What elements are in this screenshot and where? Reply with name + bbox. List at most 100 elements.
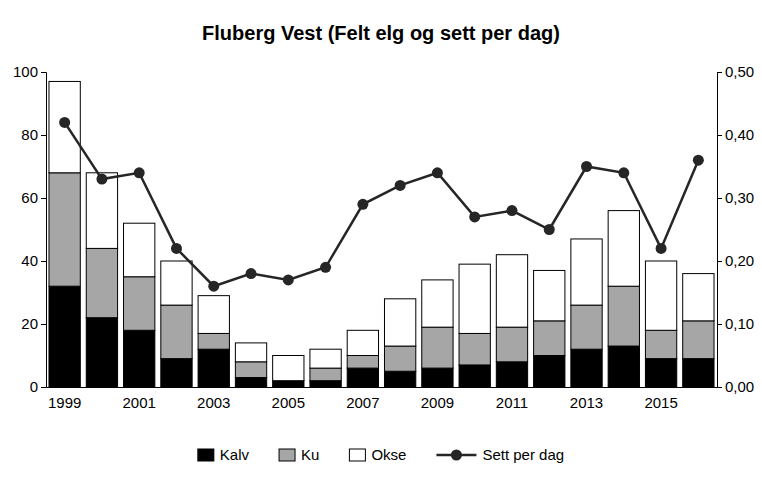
tick: 80 bbox=[21, 126, 46, 143]
tick-label: 2015 bbox=[644, 394, 677, 411]
marker bbox=[171, 243, 182, 254]
bar bbox=[571, 349, 602, 387]
legend-label: Ku bbox=[301, 446, 319, 463]
tick: 2013 bbox=[570, 387, 603, 411]
marker bbox=[618, 167, 629, 178]
legend-item: Sett per dag bbox=[436, 446, 564, 463]
tick-label: 60 bbox=[21, 189, 38, 206]
tick: 2007 bbox=[346, 387, 379, 411]
marker bbox=[656, 243, 667, 254]
tick: 20 bbox=[21, 315, 46, 332]
bar bbox=[422, 327, 453, 368]
bar bbox=[384, 299, 415, 346]
tick-label: 0,10 bbox=[725, 315, 754, 332]
tick: 0,00 bbox=[717, 378, 754, 395]
tick: 2009 bbox=[421, 387, 454, 411]
tick: 0,20 bbox=[717, 252, 754, 269]
y2-axis: 0,00 0,10 0,20 0,30 0,40 0,50 bbox=[717, 63, 754, 395]
bar bbox=[198, 349, 229, 387]
bar bbox=[683, 359, 714, 387]
tick-mark bbox=[717, 261, 722, 262]
bar bbox=[459, 365, 490, 387]
tick-mark bbox=[41, 72, 46, 73]
bar bbox=[534, 321, 565, 356]
tick: 2003 bbox=[197, 387, 230, 411]
bar bbox=[310, 381, 341, 387]
marker bbox=[59, 117, 70, 128]
bar bbox=[683, 321, 714, 359]
marker bbox=[432, 167, 443, 178]
bar bbox=[422, 368, 453, 387]
tick-label: 0,00 bbox=[725, 378, 754, 395]
tick-mark bbox=[41, 135, 46, 136]
tick-label: 2013 bbox=[570, 394, 603, 411]
bar bbox=[235, 362, 266, 378]
marker bbox=[506, 205, 517, 216]
bar bbox=[310, 349, 341, 368]
bar bbox=[198, 333, 229, 349]
tick-label: 40 bbox=[21, 252, 38, 269]
tick-label: 1999 bbox=[48, 394, 81, 411]
tick: 1999 bbox=[48, 387, 81, 411]
chart: Fluberg Vest (Felt elg og sett per dag) 0… bbox=[0, 0, 762, 485]
bar bbox=[235, 378, 266, 387]
bar bbox=[273, 356, 304, 381]
tick-mark bbox=[717, 324, 722, 325]
tick-label: 2009 bbox=[421, 394, 454, 411]
bar bbox=[273, 381, 304, 387]
legend-symbol bbox=[349, 449, 365, 461]
bar bbox=[645, 330, 676, 358]
axis-line bbox=[41, 73, 47, 388]
bar bbox=[571, 305, 602, 349]
y-axis: 020406080100 bbox=[13, 63, 47, 395]
tick: 0,40 bbox=[717, 126, 754, 143]
bar bbox=[124, 330, 155, 387]
title: Fluberg Vest (Felt elg og sett per dag) bbox=[202, 22, 560, 44]
tick-label: 0,50 bbox=[725, 63, 754, 80]
tick-label: 2005 bbox=[272, 394, 305, 411]
marker bbox=[469, 211, 480, 222]
tick-mark bbox=[41, 387, 46, 388]
bar bbox=[534, 356, 565, 388]
x-axis: 199920012003200520072009201120132015 bbox=[47, 387, 718, 411]
bar bbox=[496, 362, 527, 387]
bar bbox=[496, 255, 527, 327]
bar bbox=[459, 264, 490, 333]
marker bbox=[134, 167, 145, 178]
marker bbox=[581, 161, 592, 172]
bar bbox=[124, 277, 155, 331]
bar bbox=[86, 173, 117, 249]
bar bbox=[347, 356, 378, 369]
bar bbox=[310, 368, 341, 381]
bar bbox=[86, 318, 117, 387]
tick-label: 2003 bbox=[197, 394, 230, 411]
tick-mark bbox=[717, 72, 722, 73]
bar bbox=[422, 280, 453, 327]
line bbox=[65, 122, 699, 286]
bar bbox=[347, 368, 378, 387]
tick-mark bbox=[717, 135, 722, 136]
tick-label: 0,20 bbox=[725, 252, 754, 269]
legend-label: Kalv bbox=[220, 446, 250, 463]
tick: 2011 bbox=[496, 387, 528, 411]
tick-label: 2011 bbox=[496, 394, 528, 411]
tick: 0 bbox=[30, 378, 46, 395]
bar bbox=[459, 333, 490, 365]
marker bbox=[357, 199, 368, 210]
bar bbox=[86, 248, 117, 317]
tick: 0,30 bbox=[717, 189, 754, 206]
bar bbox=[161, 359, 192, 387]
bar bbox=[645, 359, 676, 387]
legend-label: Sett per dag bbox=[482, 446, 564, 463]
tick-label: 20 bbox=[21, 315, 38, 332]
marker bbox=[320, 262, 331, 273]
bar bbox=[645, 261, 676, 330]
marker bbox=[208, 281, 219, 292]
tick-mark bbox=[41, 198, 46, 199]
bar bbox=[608, 286, 639, 346]
bar bbox=[571, 239, 602, 305]
legend-symbol bbox=[451, 450, 462, 461]
bar-series bbox=[49, 81, 714, 380]
tick: 2005 bbox=[272, 387, 305, 411]
tick: 40 bbox=[21, 252, 46, 269]
